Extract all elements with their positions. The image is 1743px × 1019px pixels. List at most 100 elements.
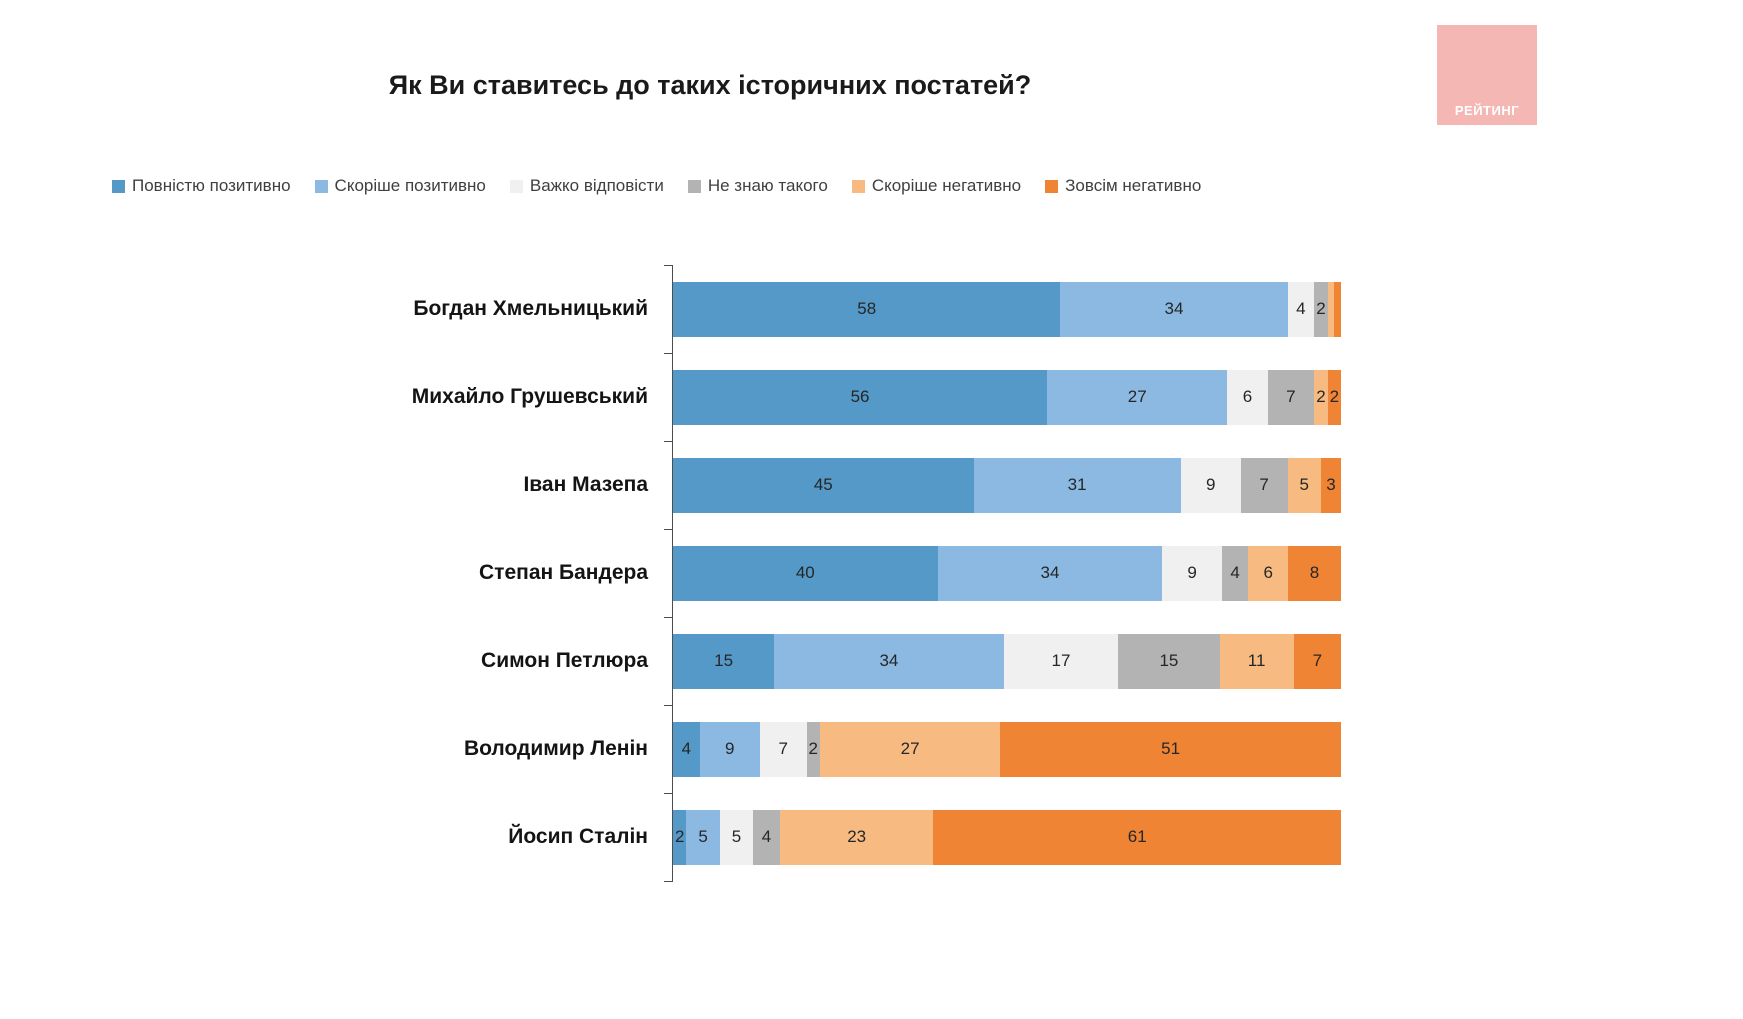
segment-value: 2 <box>1316 387 1326 406</box>
segment-value: 7 <box>1312 651 1323 670</box>
bar-segment: 11 <box>1219 633 1294 689</box>
rating-logo-text: РЕЙТИНГ <box>1454 103 1520 118</box>
segment-value: 2 <box>1316 299 1326 318</box>
legend-item: Не знаю такого <box>687 176 828 196</box>
segment-value: 17 <box>1051 651 1071 670</box>
bar-segment: 15 <box>1118 633 1220 689</box>
category-label: Симон Петлюра <box>481 649 648 672</box>
bar-segment: 9 <box>699 721 760 777</box>
chart-title: Як Ви ставитесь до таких історичних пост… <box>388 70 1032 100</box>
segment-value: 6 <box>1242 387 1253 406</box>
bar-segment: 23 <box>779 809 934 865</box>
segment-value: 15 <box>714 651 734 670</box>
legend-swatch <box>112 179 125 193</box>
bar-segment: 2 <box>806 721 820 777</box>
segment-value: 34 <box>879 651 899 670</box>
segment-value: 2 <box>1329 387 1340 406</box>
legend-item: Скоріше позитивно <box>314 176 486 196</box>
bar-segment: 4 <box>1221 545 1249 601</box>
legend-item: Зовсім негативно <box>1045 176 1201 196</box>
bar-segment: 8 <box>1288 545 1341 601</box>
bar-segment: 58 <box>673 281 1061 337</box>
bar-segment <box>1327 281 1335 337</box>
segment-value: 31 <box>1067 475 1087 494</box>
bar-segment: 2 <box>1327 369 1341 425</box>
segment-value: 61 <box>1127 827 1147 846</box>
bar-segment: 2 <box>1314 369 1328 425</box>
legend: Повністю позитивно Скоріше позитивно Важко… <box>112 176 1201 196</box>
bar-segment: 2 <box>1314 281 1328 337</box>
bar-segment: 5 <box>719 809 754 865</box>
bar-segment: 40 <box>673 545 938 601</box>
bar-segment: 7 <box>759 721 807 777</box>
chart-row: Іван Мазепа 45 31 9 7 5 3 <box>0 441 1743 529</box>
bar-segment: 45 <box>673 457 974 513</box>
segment-value: 27 <box>1127 387 1147 406</box>
chart-row: Михайло Грушевський 56 27 6 7 2 2 <box>0 353 1743 441</box>
legend-item: Важко відповісти <box>509 176 664 196</box>
y-axis-line <box>672 265 673 882</box>
bar-segment: 9 <box>1162 545 1222 601</box>
legend-label: Скоріше негативно <box>871 176 1022 195</box>
segment-value: 2 <box>674 827 685 846</box>
rating-logo: РЕЙТИНГ <box>1437 25 1537 125</box>
stacked-bar: 2 5 5 4 23 61 <box>673 809 1341 865</box>
bar-segment: 5 <box>686 809 720 865</box>
bar-segment: 61 <box>933 809 1341 865</box>
segment-value: 9 <box>1205 475 1216 494</box>
chart-row: Володимир Ленін 4 9 7 2 27 51 <box>0 705 1743 793</box>
bar-segment: 5 <box>1287 457 1321 513</box>
stacked-bar: 40 34 9 4 6 8 <box>673 545 1341 601</box>
segment-value: 7 <box>1286 387 1296 406</box>
bar-segment: 7 <box>1267 369 1315 425</box>
segment-value: 34 <box>1164 299 1184 318</box>
bar-segment: 17 <box>1003 633 1119 689</box>
segment-value: 2 <box>808 739 818 758</box>
legend-swatch <box>851 179 865 193</box>
axis-ticks <box>664 265 672 882</box>
segment-value: 15 <box>1159 651 1179 670</box>
bar-segment: 7 <box>1240 457 1288 513</box>
segment-value: 4 <box>761 827 772 846</box>
chart-row: Йосип Сталін 2 5 5 4 23 61 <box>0 793 1743 881</box>
segment-value: 4 <box>681 739 692 758</box>
stacked-bar: 4 9 7 2 27 51 <box>673 721 1341 777</box>
legend-swatch <box>509 179 523 193</box>
stacked-bar: 56 27 6 7 2 2 <box>673 369 1341 425</box>
category-label: Іван Мазепа <box>523 473 648 496</box>
bar-segment: 34 <box>1060 281 1288 337</box>
segment-value: 34 <box>1040 563 1060 582</box>
stacked-bar: 45 31 9 7 5 3 <box>673 457 1341 513</box>
legend-label: Зовсім негативно <box>1065 176 1202 195</box>
bar-segment: 9 <box>1180 457 1241 513</box>
bar-segment: 4 <box>673 721 700 777</box>
segment-value: 7 <box>1259 475 1269 494</box>
bar-segment: 27 <box>1047 369 1228 425</box>
segment-value: 8 <box>1309 563 1320 582</box>
bar-segment: 6 <box>1227 369 1268 425</box>
legend-item: Повністю позитивно <box>112 176 291 196</box>
segment-value: 45 <box>813 475 833 494</box>
legend-swatch <box>687 179 701 193</box>
chart-row: Симон Петлюра 15 34 17 15 11 7 <box>0 617 1743 705</box>
segment-value: 7 <box>778 739 788 758</box>
bar-segment: 15 <box>673 633 775 689</box>
segment-value: 58 <box>857 299 877 318</box>
category-label: Степан Бандера <box>479 561 648 584</box>
stacked-bar-chart: Богдан Хмельницький 58 34 4 2 Михайло Грушевс… <box>0 265 1743 885</box>
segment-value: 3 <box>1326 475 1336 494</box>
segment-value: 11 <box>1247 651 1266 670</box>
segment-value: 40 <box>795 563 815 582</box>
legend-label: Не знаю такого <box>707 176 828 195</box>
legend-swatch <box>1045 179 1059 193</box>
segment-value: 9 <box>1187 563 1197 582</box>
segment-value: 5 <box>1299 475 1309 494</box>
bar-segment: 3 <box>1320 457 1341 513</box>
category-label: Йосип Сталін <box>508 825 648 848</box>
bar-segment: 56 <box>673 369 1048 425</box>
segment-value: 56 <box>850 387 870 406</box>
bar-segment: 31 <box>973 457 1181 513</box>
segment-value: 4 <box>1230 563 1240 582</box>
bar-segment <box>1334 281 1341 337</box>
legend-item: Скоріше негативно <box>851 176 1022 196</box>
